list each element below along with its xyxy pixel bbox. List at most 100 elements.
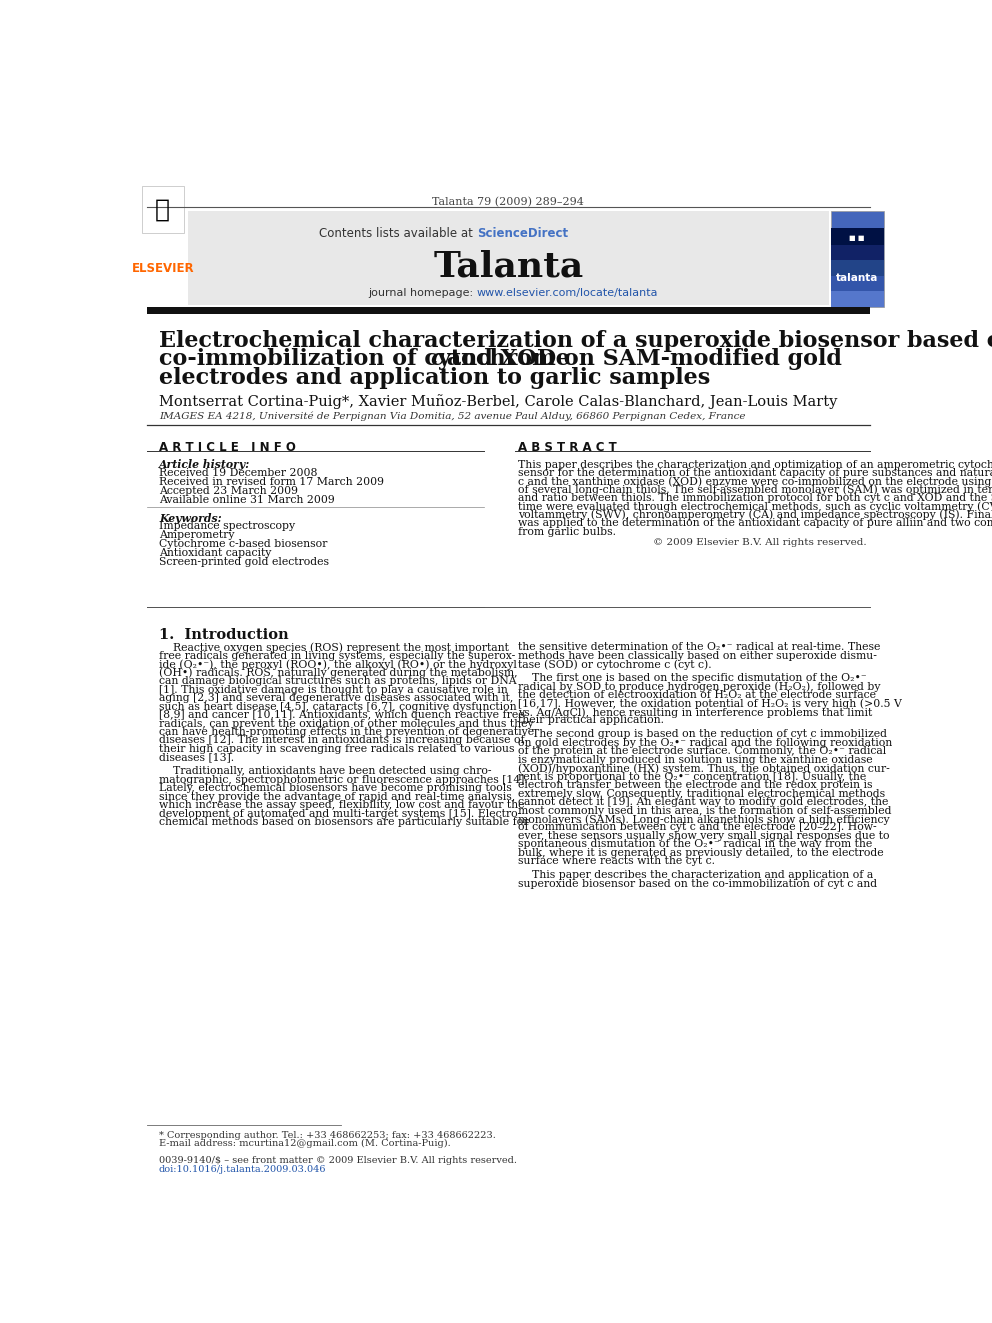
FancyBboxPatch shape	[831, 290, 884, 307]
Text: most commonly used in this area, is the formation of self-assembled: most commonly used in this area, is the …	[518, 806, 891, 815]
Text: monolayers (SAMs). Long-chain alkanethiols show a high efficiency: monolayers (SAMs). Long-chain alkanethio…	[518, 814, 889, 824]
Text: chemical methods based on biosensors are particularly suitable for: chemical methods based on biosensors are…	[159, 818, 529, 827]
Text: development of automated and multi-target systems [15]. Electro-: development of automated and multi-targe…	[159, 808, 521, 819]
Text: from garlic bulbs.: from garlic bulbs.	[518, 527, 616, 537]
Text: E-mail address: mcurtina12@gmail.com (M. Cortina-Puig).: E-mail address: mcurtina12@gmail.com (M.…	[159, 1139, 450, 1148]
Text: extremely slow. Consequently, traditional electrochemical methods: extremely slow. Consequently, traditiona…	[518, 789, 885, 799]
Text: the detection of electrooxidation of H₂O₂ at the electrode surface: the detection of electrooxidation of H₂O…	[518, 691, 876, 700]
Text: Screen-printed gold electrodes: Screen-printed gold electrodes	[159, 557, 329, 566]
Text: their high capacity in scavenging free radicals related to various: their high capacity in scavenging free r…	[159, 744, 515, 754]
Text: A R T I C L E   I N F O: A R T I C L E I N F O	[159, 442, 296, 454]
Text: This paper describes the characterization and optimization of an amperometric cy: This paper describes the characterizatio…	[518, 459, 992, 470]
Text: co-immobilization of cytochrome: co-immobilization of cytochrome	[159, 348, 577, 370]
FancyBboxPatch shape	[831, 228, 884, 245]
Text: superoxide biosensor based on the co-immobilization of cyt c and: superoxide biosensor based on the co-imm…	[518, 878, 877, 889]
Text: doi:10.1016/j.talanta.2009.03.046: doi:10.1016/j.talanta.2009.03.046	[159, 1166, 326, 1174]
Text: Traditionally, antioxidants have been detected using chro-: Traditionally, antioxidants have been de…	[159, 766, 491, 777]
Text: Montserrat Cortina-Puig*, Xavier Muñoz-Berbel, Carole Calas-Blanchard, Jean-Loui: Montserrat Cortina-Puig*, Xavier Muñoz-B…	[159, 394, 837, 409]
Text: journal homepage:: journal homepage:	[368, 288, 476, 298]
Text: ■ ■: ■ ■	[849, 235, 865, 241]
Text: c and the xanthine oxidase (XOD) enzyme were co-immobilized on the electrode usi: c and the xanthine oxidase (XOD) enzyme …	[518, 476, 992, 487]
Text: sensor for the determination of the antioxidant capacity of pure substances and : sensor for the determination of the anti…	[518, 467, 992, 478]
FancyBboxPatch shape	[831, 259, 884, 275]
Text: free radicals generated in living systems, especially the superox-: free radicals generated in living system…	[159, 651, 515, 660]
Text: diseases [13].: diseases [13].	[159, 753, 234, 762]
Text: A B S T R A C T: A B S T R A C T	[518, 442, 616, 454]
Text: can have health-promoting effects in the prevention of degenerative: can have health-promoting effects in the…	[159, 728, 534, 737]
Text: This paper describes the characterization and application of a: This paper describes the characterizatio…	[518, 871, 873, 880]
Text: on gold electrodes by the O₂•⁻ radical and the following reoxidation: on gold electrodes by the O₂•⁻ radical a…	[518, 738, 892, 747]
Text: Impedance spectroscopy: Impedance spectroscopy	[159, 521, 295, 532]
Text: since they provide the advantage of rapid and real-time analysis,: since they provide the advantage of rapi…	[159, 791, 515, 802]
Text: Electrochemical characterization of a superoxide biosensor based on the: Electrochemical characterization of a su…	[159, 329, 992, 352]
Text: ScienceDirect: ScienceDirect	[476, 226, 567, 239]
Text: Talanta 79 (2009) 289–294: Talanta 79 (2009) 289–294	[433, 197, 584, 208]
FancyBboxPatch shape	[187, 212, 829, 306]
Text: talanta: talanta	[836, 273, 878, 283]
Text: [1]. This oxidative damage is thought to play a causative role in: [1]. This oxidative damage is thought to…	[159, 685, 508, 695]
Text: © 2009 Elsevier B.V. All rights reserved.: © 2009 Elsevier B.V. All rights reserved…	[653, 537, 866, 546]
Text: surface where reacts with the cyt c.: surface where reacts with the cyt c.	[518, 856, 714, 867]
Text: Talanta: Talanta	[434, 250, 583, 283]
Text: bulk, where it is generated as previously detailed, to the electrode: bulk, where it is generated as previousl…	[518, 848, 883, 857]
Text: electrodes and application to garlic samples: electrodes and application to garlic sam…	[159, 366, 710, 389]
Text: Article history:: Article history:	[159, 459, 250, 470]
Text: time were evaluated through electrochemical methods, such as cyclic voltammetry : time were evaluated through electrochemi…	[518, 501, 992, 512]
Text: Available online 31 March 2009: Available online 31 March 2009	[159, 495, 334, 505]
Text: (OH•) radicals. ROS, naturally generated during the metabolism,: (OH•) radicals. ROS, naturally generated…	[159, 668, 518, 679]
Text: Accepted 23 March 2009: Accepted 23 March 2009	[159, 486, 298, 496]
Text: can damage biological structures such as proteins, lipids or DNA: can damage biological structures such as…	[159, 676, 517, 687]
Text: was applied to the determination of the antioxidant capacity of pure alliin and : was applied to the determination of the …	[518, 519, 992, 528]
Text: The first one is based on the specific dismutation of the O₂•⁻: The first one is based on the specific d…	[518, 673, 866, 683]
Text: IMAGES EA 4218, Université de Perpignan Via Domitia, 52 avenue Paul Alduy, 66860: IMAGES EA 4218, Université de Perpignan …	[159, 411, 745, 421]
Text: ide (O₂•⁻), the peroxyl (ROO•), the alkoxyl (RO•) or the hydroxyl: ide (O₂•⁻), the peroxyl (ROO•), the alko…	[159, 659, 517, 669]
Text: voltammetry (SWV), chronoamperometry (CA) and impedance spectroscopy (IS). Final: voltammetry (SWV), chronoamperometry (CA…	[518, 509, 992, 520]
Text: such as heart disease [4,5], cataracts [6,7], cognitive dysfunction: such as heart disease [4,5], cataracts […	[159, 701, 517, 712]
Text: their practical application.: their practical application.	[518, 716, 664, 725]
Text: and ratio between thiols. The immobilization protocol for both cyt c and XOD and: and ratio between thiols. The immobiliza…	[518, 493, 992, 503]
Text: Received 19 December 2008: Received 19 December 2008	[159, 468, 317, 479]
Text: 🌳: 🌳	[156, 197, 171, 221]
Text: of communication between cyt c and the electrode [20–22]. How-: of communication between cyt c and the e…	[518, 823, 876, 832]
Text: Cytochrome c-based biosensor: Cytochrome c-based biosensor	[159, 540, 327, 549]
Text: Lately, electrochemical biosensors have become promising tools: Lately, electrochemical biosensors have …	[159, 783, 512, 794]
Text: diseases [12]. The interest in antioxidants is increasing because of: diseases [12]. The interest in antioxida…	[159, 736, 525, 745]
Text: [16,17]. However, the oxidation potential of H₂O₂ is very high (>0.5 V: [16,17]. However, the oxidation potentia…	[518, 699, 902, 709]
Text: Contents lists available at: Contents lists available at	[319, 226, 476, 239]
FancyBboxPatch shape	[831, 274, 884, 291]
Text: which increase the assay speed, flexibility, low cost and favour the: which increase the assay speed, flexibil…	[159, 800, 525, 810]
Text: matographic, spectrophotometric or fluorescence approaches [14].: matographic, spectrophotometric or fluor…	[159, 775, 528, 785]
FancyBboxPatch shape	[147, 307, 870, 315]
Text: www.elsevier.com/locate/talanta: www.elsevier.com/locate/talanta	[476, 288, 658, 298]
Text: (XOD)/hypoxanthine (HX) system. Thus, the obtained oxidation cur-: (XOD)/hypoxanthine (HX) system. Thus, th…	[518, 763, 890, 774]
Text: Keywords:: Keywords:	[159, 513, 221, 524]
Text: spontaneous dismutation of the O₂•⁻ radical in the way from the: spontaneous dismutation of the O₂•⁻ radi…	[518, 839, 872, 849]
Text: and XOD on SAM-modified gold: and XOD on SAM-modified gold	[439, 348, 842, 370]
Text: aging [2,3] and several degenerative diseases associated with it,: aging [2,3] and several degenerative dis…	[159, 693, 513, 703]
Text: radical by SOD to produce hydrogen peroxide (H₂O₂), followed by: radical by SOD to produce hydrogen perox…	[518, 681, 880, 692]
Text: cannot detect it [19]. An elegant way to modify gold electrodes, the: cannot detect it [19]. An elegant way to…	[518, 796, 888, 807]
Text: 0039-9140/$ – see front matter © 2009 Elsevier B.V. All rights reserved.: 0039-9140/$ – see front matter © 2009 El…	[159, 1156, 517, 1166]
Text: vs. Ag/AgCl), hence resulting in interference problems that limit: vs. Ag/AgCl), hence resulting in interfe…	[518, 706, 872, 717]
Text: radicals, can prevent the oxidation of other molecules and thus they: radicals, can prevent the oxidation of o…	[159, 718, 534, 729]
Text: Amperometry: Amperometry	[159, 531, 234, 540]
Text: of the protein at the electrode surface. Commonly, the O₂•⁻ radical: of the protein at the electrode surface.…	[518, 746, 886, 757]
Text: the sensitive determination of the O₂•⁻ radical at real-time. These: the sensitive determination of the O₂•⁻ …	[518, 643, 880, 652]
FancyBboxPatch shape	[831, 243, 884, 261]
Text: Received in revised form 17 March 2009: Received in revised form 17 March 2009	[159, 478, 384, 487]
Text: methods have been classically based on either superoxide dismu-: methods have been classically based on e…	[518, 651, 877, 660]
Text: tase (SOD) or cytochrome c (cyt c).: tase (SOD) or cytochrome c (cyt c).	[518, 659, 711, 669]
Text: c: c	[431, 348, 443, 370]
Text: ever, these sensors usually show very small signal responses due to: ever, these sensors usually show very sm…	[518, 831, 889, 841]
Text: of several long-chain thiols. The self-assembled monolayer (SAM) was optimized i: of several long-chain thiols. The self-a…	[518, 484, 992, 495]
Text: [8,9] and cancer [10,11]. Antioxidants, which quench reactive free: [8,9] and cancer [10,11]. Antioxidants, …	[159, 710, 525, 720]
Text: Antioxidant capacity: Antioxidant capacity	[159, 548, 271, 558]
Text: * Corresponding author. Tel.: +33 468662253; fax: +33 468662223.: * Corresponding author. Tel.: +33 468662…	[159, 1130, 496, 1139]
Text: 1.  Introduction: 1. Introduction	[159, 628, 289, 643]
Text: Reactive oxygen species (ROS) represent the most important: Reactive oxygen species (ROS) represent …	[159, 643, 509, 652]
Text: rent is proportional to the O₂•⁻ concentration [18]. Usually, the: rent is proportional to the O₂•⁻ concent…	[518, 771, 866, 782]
Text: The second group is based on the reduction of cyt c immobilized: The second group is based on the reducti…	[518, 729, 887, 740]
Text: electron transfer between the electrode and the redox protein is: electron transfer between the electrode …	[518, 781, 872, 790]
FancyBboxPatch shape	[831, 212, 884, 307]
Text: is enzymatically produced in solution using the xanthine oxidase: is enzymatically produced in solution us…	[518, 754, 872, 765]
